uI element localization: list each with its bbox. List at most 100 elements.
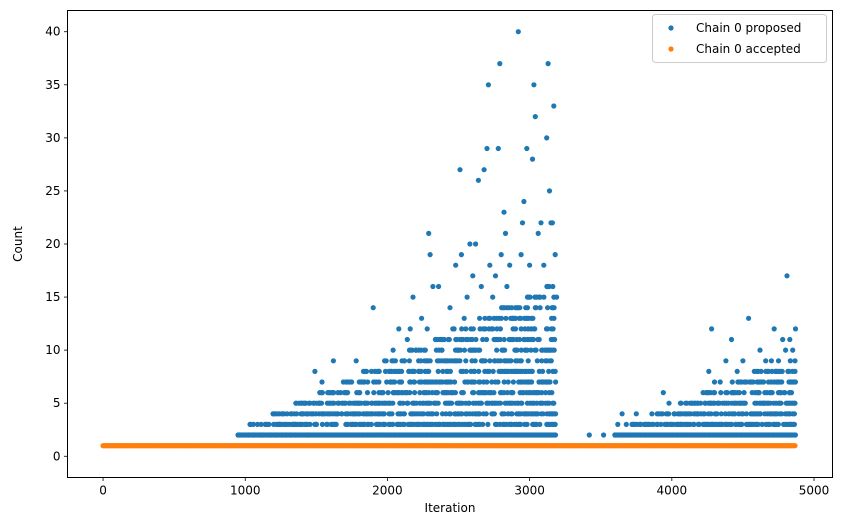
proposed-point: [436, 283, 442, 290]
proposed-point: [413, 347, 419, 353]
proposed-point: [672, 411, 678, 417]
proposed-point: [271, 421, 277, 427]
proposed-point: [305, 432, 311, 438]
y-axis-label: Count: [11, 226, 25, 262]
proposed-point: [279, 432, 285, 438]
proposed-point: [389, 411, 395, 417]
proposed-point: [503, 315, 509, 321]
x-axis-ticks: 0 1000 2000 3000 4000 5000: [99, 477, 829, 498]
proposed-point: [492, 273, 499, 279]
proposed-point: [411, 368, 417, 374]
proposed-point: [510, 379, 516, 385]
proposed-point: [427, 252, 433, 258]
proposed-point: [365, 379, 371, 385]
proposed-point: [528, 347, 534, 353]
proposed-point: [453, 262, 459, 268]
proposed-point: [758, 368, 764, 374]
proposed-point: [254, 421, 261, 427]
proposed-point: [484, 145, 490, 152]
proposed-point: [466, 400, 472, 406]
proposed-point: [399, 368, 405, 374]
proposed-point: [545, 326, 551, 332]
proposed-point: [536, 336, 542, 343]
proposed-point: [471, 390, 477, 396]
proposed-point: [790, 347, 796, 353]
proposed-point: [792, 432, 799, 438]
proposed-point: [508, 358, 514, 364]
proposed-point: [470, 273, 476, 279]
proposed-point: [384, 379, 390, 385]
proposed-point: [392, 358, 398, 364]
proposed-point: [258, 421, 264, 427]
legend-label-proposed: Chain 0 proposed: [696, 21, 801, 35]
proposed-point: [696, 421, 702, 427]
y-tick-label: 20: [45, 237, 60, 251]
proposed-point: [534, 358, 540, 364]
proposed-point: [251, 432, 257, 438]
proposed-point: [540, 368, 546, 374]
proposed-point: [518, 358, 524, 364]
plot-frame: [67, 10, 833, 478]
x-tick-label: 3000: [514, 484, 545, 498]
proposed-point: [537, 421, 543, 427]
proposed-point: [546, 400, 552, 406]
proposed-point: [250, 421, 256, 427]
proposed-point: [331, 390, 337, 396]
proposed-point: [476, 368, 482, 374]
proposed-point: [711, 390, 718, 396]
proposed-point: [322, 411, 328, 417]
proposed-point: [784, 273, 790, 279]
proposed-point: [293, 400, 299, 406]
proposed-point: [546, 368, 552, 374]
proposed-point: [390, 421, 396, 427]
proposed-point: [535, 411, 541, 417]
proposed-point: [700, 390, 706, 396]
proposed-point: [505, 379, 511, 385]
proposed-point: [316, 400, 322, 406]
proposed-point: [349, 379, 355, 385]
proposed-point: [718, 390, 724, 396]
proposed-point: [490, 294, 496, 300]
proposed-point: [545, 305, 551, 311]
proposed-point: [552, 368, 558, 374]
proposed-point: [601, 432, 607, 438]
proposed-point: [455, 347, 462, 353]
proposed-point: [779, 411, 785, 417]
proposed-point: [548, 358, 554, 364]
proposed-point: [406, 358, 412, 364]
proposed-point: [424, 326, 430, 332]
proposed-point: [792, 400, 798, 406]
proposed-point: [787, 358, 793, 364]
proposed-point: [245, 432, 251, 438]
proposed-point: [779, 368, 785, 374]
proposed-point: [434, 411, 440, 417]
proposed-point: [541, 262, 547, 268]
proposed-point: [775, 358, 782, 364]
proposed-point: [792, 368, 798, 374]
proposed-point: [449, 400, 455, 406]
proposed-point: [370, 305, 376, 311]
legend-marker-accepted: [668, 46, 674, 52]
proposed-point: [477, 347, 483, 353]
proposed-point: [367, 411, 373, 417]
proposed-point: [307, 421, 313, 427]
y-tick-label: 40: [45, 25, 60, 39]
proposed-point: [417, 390, 423, 396]
proposed-point: [393, 368, 399, 374]
proposed-point: [586, 432, 592, 438]
proposed-point: [516, 336, 523, 343]
proposed-point: [711, 379, 718, 385]
proposed-point: [313, 421, 319, 427]
proposed-point: [259, 432, 265, 438]
proposed-point: [319, 421, 325, 427]
proposed-point: [421, 358, 427, 364]
proposed-point: [427, 358, 433, 364]
proposed-point: [761, 379, 767, 385]
proposed-point: [741, 390, 747, 396]
proposed-point: [404, 336, 410, 343]
proposed-point: [756, 390, 762, 396]
plot-area: [100, 29, 799, 449]
proposed-point: [364, 390, 371, 396]
proposed-point: [296, 421, 302, 427]
proposed-point: [549, 390, 555, 396]
